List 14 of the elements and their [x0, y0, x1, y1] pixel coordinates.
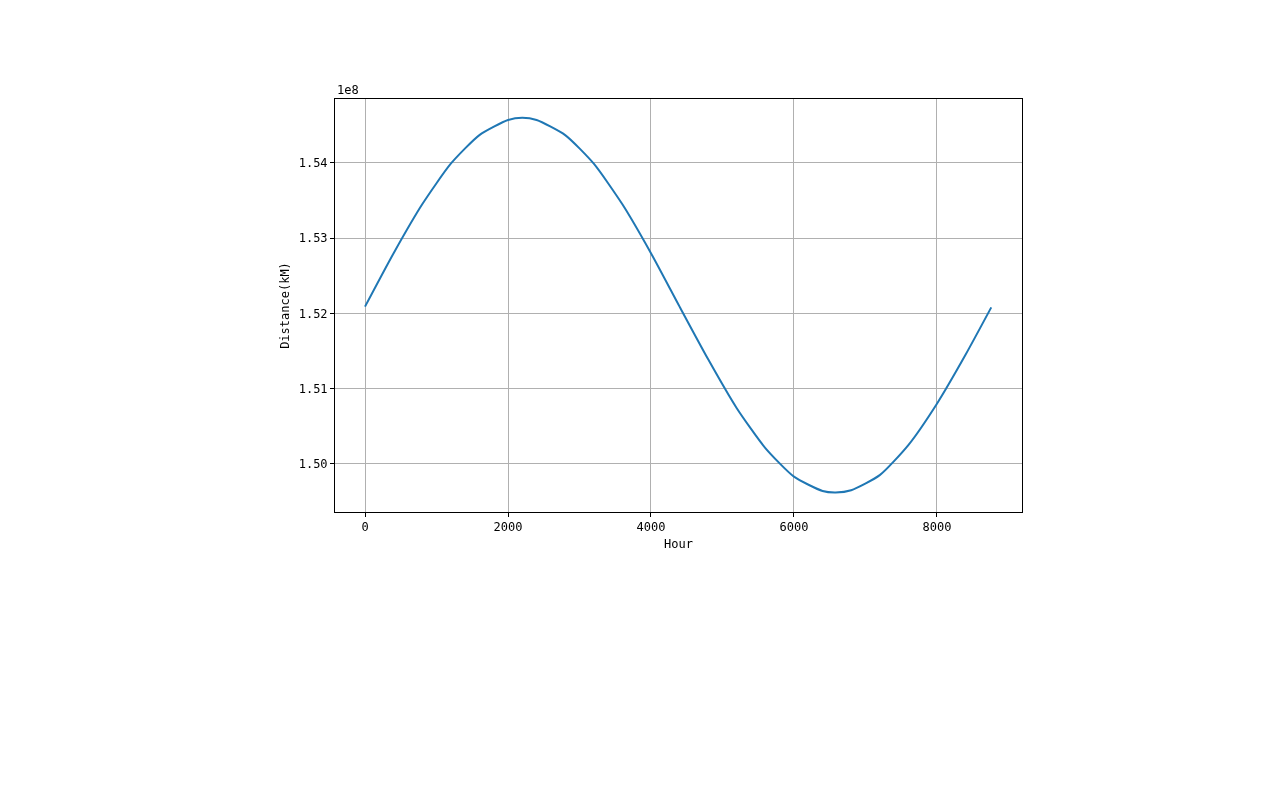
x-tick-label: 2000 — [493, 520, 523, 535]
y-tick-label: 1.52 — [298, 306, 328, 321]
y-tick-label: 1.53 — [298, 231, 328, 246]
y-tick-label: 1.50 — [298, 457, 328, 472]
x-tick-label: 0 — [361, 520, 369, 535]
y-axis-title: Distance(kM) — [277, 262, 292, 349]
text: 1e8 — [337, 83, 359, 97]
x-tick-label: 8000 — [922, 520, 952, 535]
x-tick-label: 6000 — [779, 520, 809, 535]
x-tick-label: 4000 — [636, 520, 666, 535]
y-tick-label: 1.54 — [298, 156, 328, 171]
x-axis-title: Hour — [664, 537, 693, 552]
line-series — [364, 116, 993, 494]
y-tick-label: 1.51 — [298, 381, 328, 396]
